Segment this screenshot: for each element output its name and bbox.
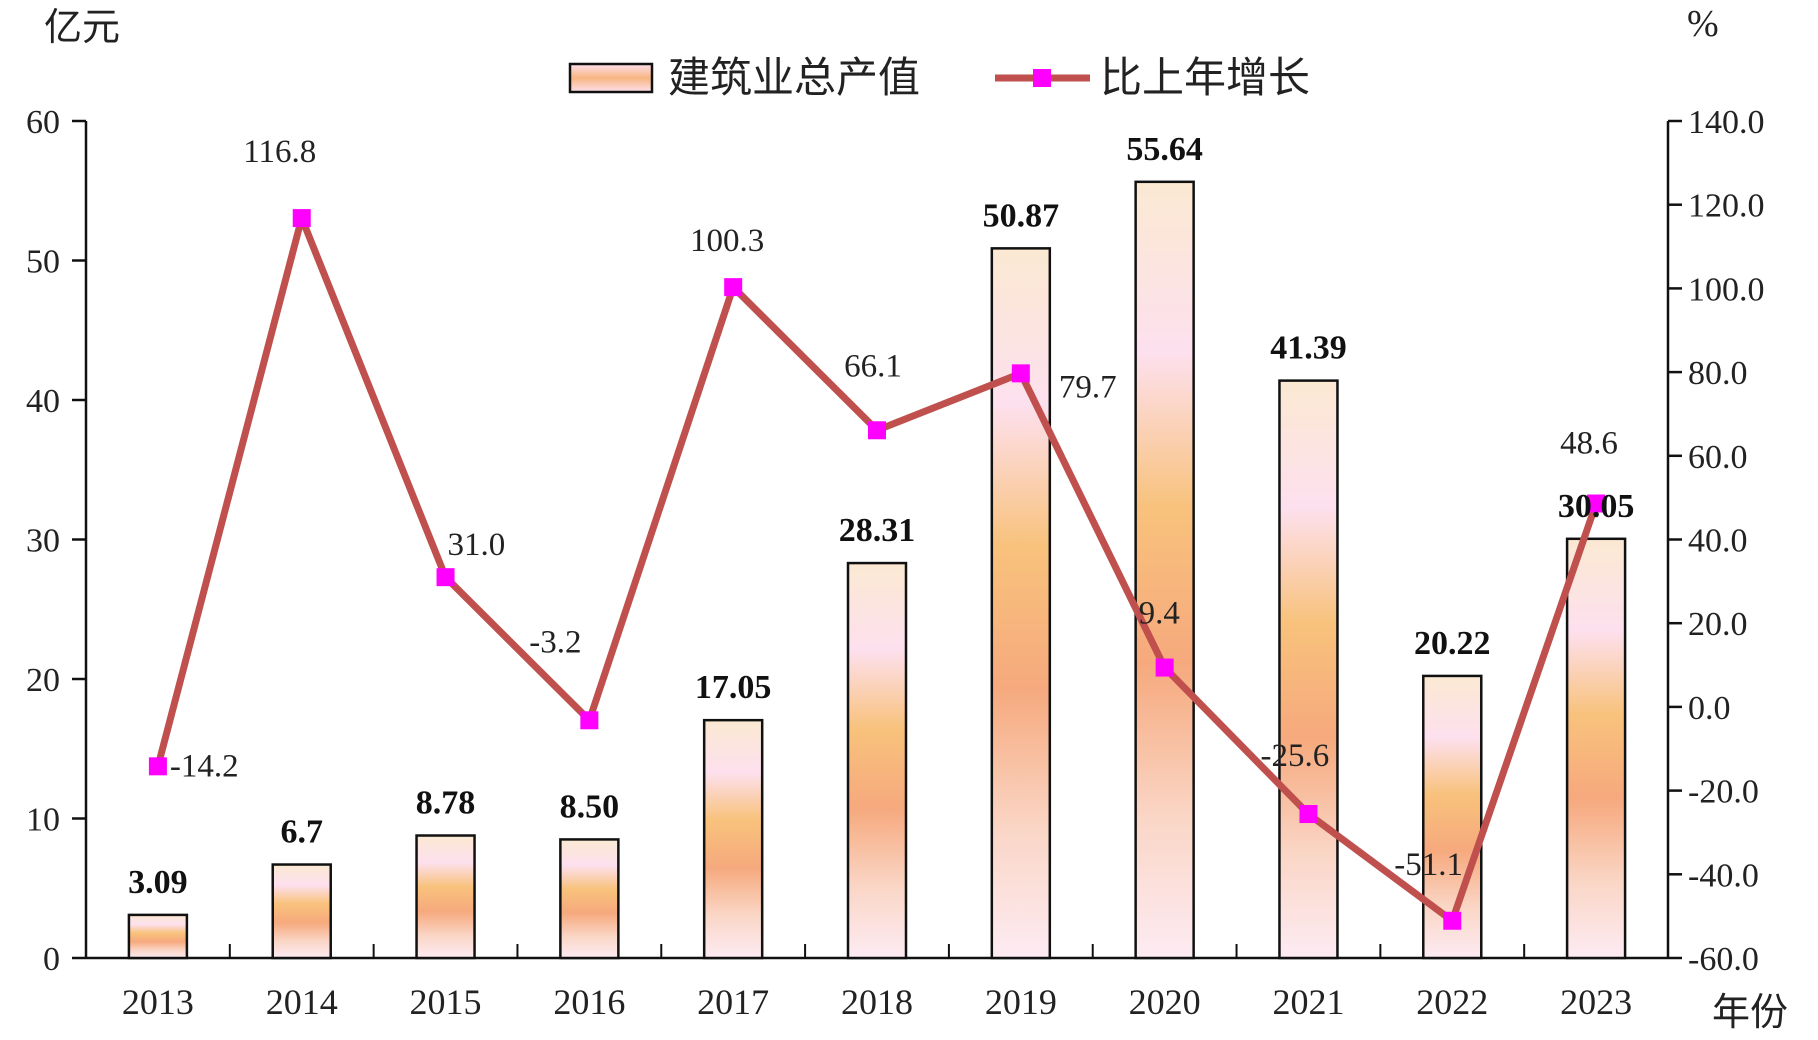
growth-marker [1011,364,1030,383]
growth-value-label: 100.3 [690,223,764,259]
bar [1565,537,1627,960]
x-tick-label: 2022 [1416,982,1488,1022]
right-tick-label: 60.0 [1688,439,1748,476]
left-tick-label: 20 [26,662,60,699]
right-tick-label: 20.0 [1688,606,1748,643]
bar [702,718,764,960]
left-axis-unit: 亿元 [44,7,120,49]
data-labels: 3.09 6.7 8.78 8.50 17.05 28.31 50.87 55.64 41.39… [128,131,1634,901]
bar-value-label: 30.05 [1558,488,1635,525]
left-tick-label: 0 [43,941,60,978]
x-tick-label: 2023 [1560,982,1632,1022]
growth-value-label: -14.2 [170,748,239,784]
x-tick-label: 2019 [985,982,1057,1022]
axes: 0 10 20 30 40 50 60 -60.0 -40.0 -20.0 0.0 20.0 40.0 6… [26,104,1765,1022]
growth-marker [148,757,167,776]
right-tick-label: 140.0 [1688,104,1765,141]
x-tick-label: 2021 [1272,982,1344,1022]
right-tick-label: -60.0 [1688,941,1759,978]
bar [271,863,332,960]
right-tick-label: 40.0 [1688,523,1748,560]
bar-value-label: 8.50 [560,788,620,825]
legend-line-marker [1033,69,1051,87]
right-tick-label: -20.0 [1688,774,1759,811]
growth-marker [1299,805,1318,824]
growth-line-series [148,209,1606,930]
growth-value-label: 9.4 [1139,596,1180,632]
bar-value-label: 50.87 [983,197,1060,234]
x-tick-label: 2016 [553,982,625,1022]
growth-marker [1443,911,1462,930]
bar [990,247,1052,960]
growth-marker [436,568,455,587]
growth-value-label: -25.6 [1260,738,1329,774]
bar-value-label: 8.78 [416,785,476,822]
legend-label-line: 比上年增长 [1100,55,1310,102]
bar [1134,180,1195,960]
left-tick-label: 50 [26,244,60,281]
bar [1278,379,1339,960]
bar-value-label: 6.7 [280,814,323,851]
growth-value-label: -3.2 [529,624,581,660]
right-tick-label: 80.0 [1688,355,1748,392]
bar-value-label: 28.31 [839,512,916,549]
growth-marker [292,209,311,228]
bar-value-label: 20.22 [1414,625,1491,662]
growth-value-label: 79.7 [1059,369,1117,405]
bar [846,561,908,960]
right-tick-label: 0.0 [1688,690,1731,727]
right-tick-label: 120.0 [1688,188,1765,225]
bar-value-label: 3.09 [128,864,188,901]
bar [415,834,476,960]
right-tick-label: 100.0 [1688,271,1765,308]
left-tick-label: 40 [26,383,60,420]
x-tick-label: 2013 [122,982,194,1022]
growth-marker [724,278,743,297]
growth-marker [868,421,886,440]
growth-value-label: -51.1 [1394,847,1463,883]
legend: 建筑业总产值 比上年增长 [568,55,1310,102]
x-tick-label: 2018 [841,982,913,1022]
growth-marker [580,711,599,730]
growth-value-label: 48.6 [1560,426,1618,462]
growth-marker [1587,494,1606,513]
left-tick-label: 30 [26,523,60,560]
legend-bar-swatch [568,62,654,94]
bar [559,838,620,960]
growth-value-label: 66.1 [844,348,902,384]
x-tick-label: 2017 [697,982,769,1022]
growth-value-label: 31.0 [448,527,506,563]
bar-value-label: 17.05 [695,669,772,706]
legend-label-bar: 建筑业总产值 [668,56,920,102]
bar [127,913,189,960]
left-tick-label: 10 [26,802,60,839]
right-tick-label: -40.0 [1688,857,1759,894]
growth-value-label: 116.8 [243,134,316,170]
growth-marker [1155,658,1174,677]
right-axis-unit: % [1687,3,1719,45]
x-tick-label: 2014 [266,982,338,1022]
bar-value-label: 55.64 [1126,131,1203,168]
x-axis-unit: 年份 [1712,992,1788,1034]
left-tick-label: 60 [26,104,60,141]
x-tick-label: 2015 [410,982,482,1022]
bar-value-label: 41.39 [1270,330,1347,367]
x-tick-label: 2020 [1129,982,1201,1022]
bars [127,180,1627,960]
